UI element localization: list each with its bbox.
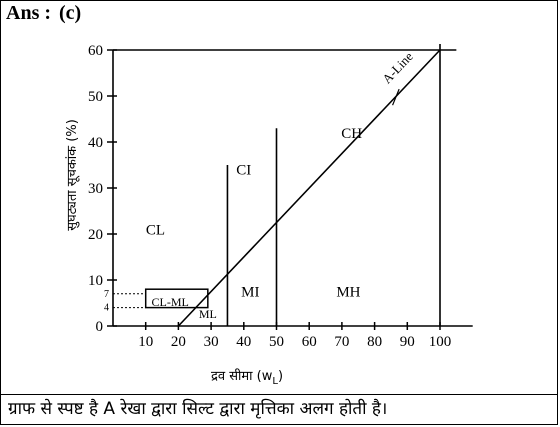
region-label-ci: CI [236, 163, 251, 179]
cl-ml-box [144, 288, 209, 309]
y-tick-label: 0 [96, 319, 104, 335]
x-tick-label: 70 [334, 334, 349, 350]
x-axis-title-text: द्रव सीमा (w [211, 368, 273, 384]
a-line-label-pointer [392, 88, 400, 106]
region-label-ch: CH [341, 126, 362, 142]
y-tick-label: 40 [88, 135, 103, 151]
x-tick-label: 60 [302, 334, 317, 350]
ticks: 0 10 20 30 40 50 60 7 4 10 20 30 40 50 60 70 80 90 100 [88, 43, 451, 350]
x-tick-label: 40 [236, 334, 251, 350]
x-tick-label: 20 [171, 334, 186, 350]
answer-option: (c) [59, 2, 82, 24]
caption: ग्राफ से स्पष्ट है A रेखा द्वारा सिल्ट द… [8, 399, 388, 419]
x-axis-title-close: ) [278, 369, 283, 384]
chart-lines [113, 44, 457, 327]
y-tick-label: 50 [88, 89, 103, 105]
y-tick-label: 20 [88, 227, 103, 243]
x-tick-label: 80 [367, 334, 382, 350]
answer-heading: Ans : (c) [6, 2, 81, 25]
y-tick-label: 60 [88, 43, 103, 59]
a-line [177, 49, 441, 327]
y-tick-label: 10 [88, 273, 103, 289]
y-minor-tick-label: 4 [104, 303, 109, 314]
x-tick-label: 10 [138, 334, 153, 350]
region-label-cl: CL [146, 222, 165, 238]
plasticity-chart: 0 10 20 30 40 50 60 7 4 10 20 30 40 50 60 70 80 90 100 CL C… [65, 43, 473, 387]
x-axis-title-subscript: L [272, 376, 278, 387]
y-minor-tick-label: 7 [104, 289, 109, 300]
axes [112, 50, 473, 327]
x-tick-label: 50 [269, 334, 284, 350]
y-axis-title: सुघट्यता सूचकांक (%) [65, 119, 80, 231]
region-label-cl-ml: CL-ML [152, 295, 189, 309]
x-tick-label: 30 [204, 334, 219, 350]
x-tick-label: 90 [400, 334, 415, 350]
answer-label: Ans : [6, 2, 52, 24]
region-label-mi: MI [241, 285, 259, 301]
y-tick-label: 30 [88, 181, 103, 197]
region-label-ml: ML [199, 307, 217, 321]
caption-divider [0, 394, 558, 395]
x-axis-title: द्रव सीमा (wL) [211, 368, 283, 387]
region-label-mh: MH [336, 285, 360, 301]
x-tick-label: 100 [429, 334, 452, 350]
